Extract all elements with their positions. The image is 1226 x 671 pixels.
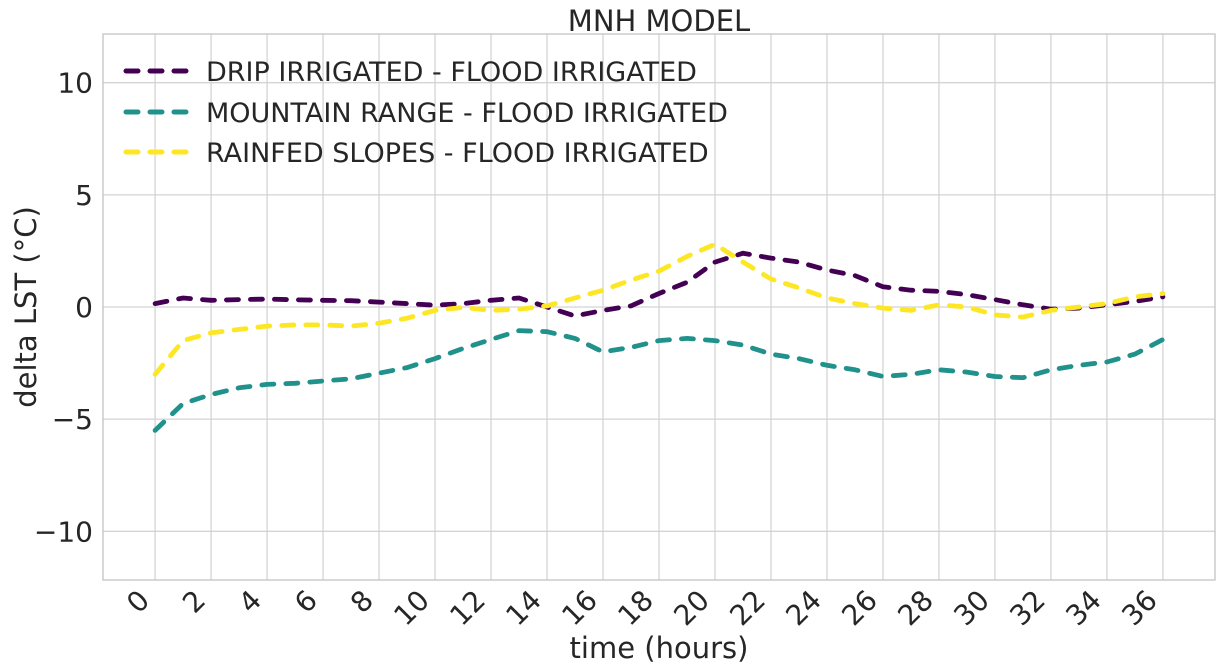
plot-border xyxy=(102,33,1216,581)
x-tick-label: 32 xyxy=(1003,584,1052,633)
legend-label-rainfed: RAINFED SLOPES - FLOOD IRRIGATED xyxy=(206,138,709,169)
y-axis-label: delta LST (°C) xyxy=(9,206,43,408)
series-line-mountain_minus_flood xyxy=(152,328,1166,433)
series-line-rainfed_minus_flood xyxy=(152,241,1166,377)
legend-label-mountain: MOUNTAIN RANGE - FLOOD IRRIGATED xyxy=(206,98,728,129)
y-tick-label: 5 xyxy=(75,179,93,212)
x-tick-label: 18 xyxy=(611,584,660,633)
chart-title: MNH MODEL xyxy=(568,4,750,38)
x-tick-label: 22 xyxy=(723,584,772,633)
x-tick-label: 36 xyxy=(1115,584,1164,633)
x-tick-label: 4 xyxy=(232,584,268,620)
x-tick-label: 12 xyxy=(443,584,492,633)
x-axis-label: time (hours) xyxy=(570,631,749,665)
series-line-drip_minus_flood xyxy=(152,250,1166,319)
x-tick-label: 24 xyxy=(779,584,828,633)
x-tick-label: 26 xyxy=(835,584,884,633)
y-tick-label: 10 xyxy=(57,67,93,100)
x-tick-label: 20 xyxy=(667,584,716,633)
x-tick-label: 0 xyxy=(120,584,156,620)
y-tick-label: 0 xyxy=(75,291,93,324)
x-tick-label: 2 xyxy=(176,584,212,620)
x-tick-label: 16 xyxy=(555,584,604,633)
x-tick-label: 34 xyxy=(1059,584,1108,633)
x-tick-label: 6 xyxy=(288,584,324,620)
x-tick-label: 10 xyxy=(387,584,436,633)
x-tick-label: 30 xyxy=(947,584,996,633)
legend: DRIP IRRIGATED - FLOOD IRRIGATED MOUNTAI… xyxy=(123,57,728,169)
y-tick-label: −5 xyxy=(52,403,93,436)
x-tick-label: 28 xyxy=(891,584,940,633)
x-tick-label: 14 xyxy=(499,584,548,633)
legend-label-drip: DRIP IRRIGATED - FLOOD IRRIGATED xyxy=(206,57,697,88)
x-tick-label: 8 xyxy=(344,584,380,620)
y-tick-label: −10 xyxy=(34,515,93,548)
